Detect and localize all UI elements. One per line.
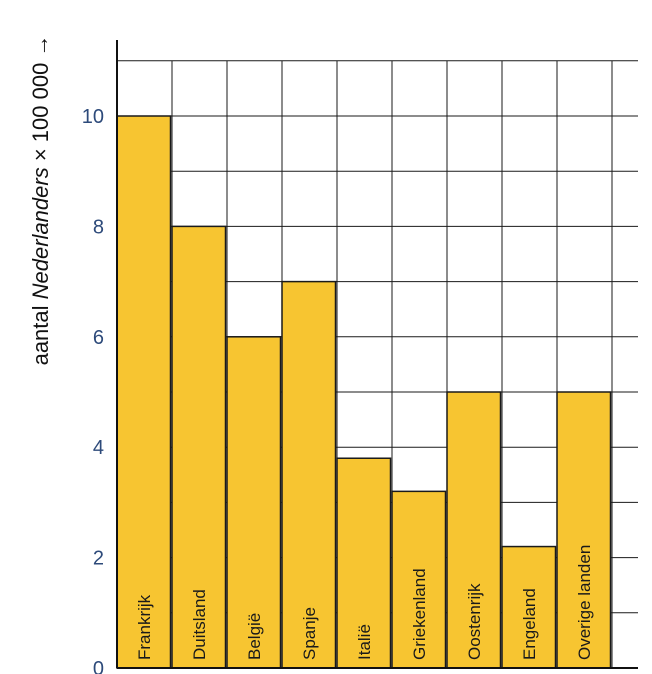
- bar-3: [281, 280, 337, 669]
- bar-2: [226, 336, 282, 669]
- y-axis-label-italic: Nederlanders: [28, 167, 53, 299]
- y-tick-label: 0: [93, 658, 104, 674]
- axes: [116, 40, 638, 669]
- y-tick-label: 8: [93, 216, 104, 238]
- bar-8: [556, 391, 612, 669]
- y-tick-labels: 0 2 4 6 8 10: [82, 106, 104, 674]
- bar-7: [501, 545, 557, 669]
- y-axis-label-prefix: aantal: [28, 299, 53, 365]
- bar-label: Duitsland: [190, 589, 209, 660]
- bar-label: Griekenland: [410, 568, 429, 660]
- bar-label: Spanje: [300, 607, 319, 660]
- bar-label: Oostenrijk: [465, 583, 484, 660]
- y-tick-label: 10: [82, 106, 104, 128]
- y-axis-label-suffix: × 100 000 →: [28, 35, 53, 168]
- bar-label: Engeland: [520, 588, 539, 660]
- bar-0: [116, 115, 172, 669]
- bar-4: [336, 457, 392, 669]
- y-axis-label: aantal Nederlanders × 100 000 →: [28, 35, 53, 366]
- bar-label: Italië: [355, 624, 374, 660]
- bar-label: België: [245, 613, 264, 660]
- y-tick-label: 2: [93, 548, 104, 570]
- bars: Frankrijk Duitsland België Spanje Italië Grie…: [116, 115, 612, 669]
- bar-5: [391, 490, 447, 669]
- y-tick-label: 4: [93, 437, 104, 459]
- bar-label: Overige landen: [575, 545, 594, 660]
- bar-label: Frankrijk: [135, 594, 154, 660]
- y-tick-label: 6: [93, 327, 104, 349]
